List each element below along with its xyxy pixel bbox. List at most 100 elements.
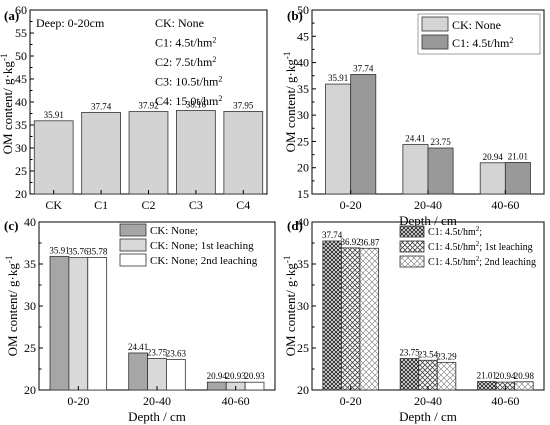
legend-swatch	[119, 238, 147, 252]
bar	[68, 257, 89, 391]
bar	[322, 240, 342, 391]
bar	[427, 147, 454, 195]
legend-swatch	[119, 223, 147, 237]
legend-label: C1: 4.5t/hm2; 1st leaching	[428, 240, 533, 253]
y-axis-label: OM content/ g·kg-1	[0, 54, 15, 155]
y-tick-label: 30	[24, 299, 36, 313]
y-tick-label: 15	[297, 187, 309, 201]
y-tick-label: 25	[297, 134, 309, 148]
bar	[514, 381, 534, 391]
legend-swatch	[399, 225, 425, 238]
x-tick-label: 20-40	[414, 394, 442, 408]
bar	[33, 120, 74, 195]
y-tick-label: 35	[15, 118, 27, 132]
bar-value-label: 35.91	[49, 245, 69, 255]
y-tick-label: 35	[297, 82, 309, 96]
y-tick-label: 20	[15, 187, 27, 201]
y-tick-label: 40	[297, 56, 309, 70]
bar-value-label: 23.75	[399, 348, 420, 358]
bar-value-label: 36.87	[359, 237, 380, 247]
x-tick-label: 40-60	[491, 394, 519, 408]
bar-value-label: 37.92	[138, 101, 158, 111]
y-tick-label: 50	[297, 3, 309, 17]
panel-tag: (d)	[287, 218, 303, 233]
x-tick-label: C2	[141, 198, 155, 212]
bar-value-label: 23.75	[147, 348, 168, 358]
bar	[477, 381, 497, 391]
x-axis-label: Depth / cm	[399, 409, 457, 424]
bar	[49, 255, 70, 391]
bar	[128, 111, 169, 195]
bar-value-label: 21.01	[477, 371, 497, 381]
bar-value-label: 37.74	[353, 63, 374, 73]
x-tick-label: C3	[189, 198, 203, 212]
y-axis-label: OM content/ g·kg-1	[282, 52, 298, 153]
y-tick-label: 35	[24, 257, 36, 271]
y-tick-label: 40	[15, 95, 27, 109]
x-tick-label: CK	[45, 198, 62, 212]
legend-swatch	[399, 240, 425, 253]
x-tick-label: C4	[236, 198, 250, 212]
y-tick-label: 20	[24, 383, 36, 397]
y-tick-label: 25	[15, 164, 27, 178]
bar-value-label: 35.91	[328, 73, 348, 83]
bar-value-label: 37.74	[91, 101, 112, 111]
y-axis-label: OM content/ g·kg-1	[282, 256, 298, 357]
bar	[399, 358, 420, 391]
legend-label: CK: None; 1st leaching	[150, 240, 254, 252]
legend-text: C3: 10.5t/hm2	[155, 74, 222, 89]
bar-value-label: 20.93	[226, 371, 247, 381]
y-tick-label: 25	[24, 341, 36, 355]
legend-text: C1: 4.5t/hm2	[155, 35, 216, 50]
x-tick-label: 0-20	[340, 198, 362, 212]
y-tick-label: 40	[297, 215, 309, 229]
y-tick-label: 30	[297, 299, 309, 313]
legend-swatch	[421, 16, 449, 32]
panel-tag: (c)	[4, 218, 18, 233]
bar	[325, 83, 352, 195]
y-tick-label: 30	[297, 108, 309, 122]
y-tick-label: 50	[15, 49, 27, 63]
bar	[402, 144, 429, 195]
bar	[81, 111, 121, 195]
bar-value-label: 37.95	[233, 100, 254, 110]
bar-value-label: 23.75	[430, 137, 451, 147]
y-tick-label: 20	[297, 383, 309, 397]
bar-value-label: 23.29	[436, 351, 457, 361]
bar-value-label: 38.16	[186, 99, 207, 109]
legend-swatch	[119, 253, 147, 267]
x-axis-label: Depth / cm	[128, 409, 186, 424]
legend-label: C1: 4.5t/hm2; 2nd leaching	[428, 255, 536, 268]
bar-value-label: 23.63	[166, 349, 187, 359]
x-axis-label: Depth / cm	[399, 213, 457, 228]
bar	[166, 359, 186, 391]
bar-value-label: 23.54	[418, 349, 439, 359]
bar-value-label: 35.91	[44, 110, 64, 120]
legend-label: C1: 4.5t/hm2;	[428, 225, 482, 238]
bar	[479, 162, 506, 195]
bar-value-label: 20.93	[244, 371, 265, 381]
x-tick-label: 40-60	[222, 394, 250, 408]
y-tick-label: 45	[297, 29, 309, 43]
bar	[147, 358, 167, 391]
legend-label: CK: None;	[150, 225, 198, 237]
x-tick-label: 20-40	[414, 198, 442, 212]
legend-swatch	[421, 34, 449, 50]
legend-text: C4: 15.0t/hm2	[155, 94, 222, 109]
legend-text: CK: None	[155, 16, 204, 30]
bar-value-label: 37.74	[322, 230, 343, 240]
bar-value-label: 24.41	[128, 342, 148, 352]
bar-value-label: 35.76	[68, 247, 89, 257]
chart-layer: 20 25 30 35 40 45 50 55 60(a) 35.91 CK 37.74 C1 37.92…	[0, 3, 545, 424]
legend-label: CK: None; 2nd leaching	[150, 255, 258, 267]
bar	[244, 381, 265, 391]
depth-annotation: Deep: 0-20cm	[36, 16, 105, 30]
y-tick-label: 20	[297, 161, 309, 175]
bar-value-label: 20.94	[207, 371, 228, 381]
y-tick-label: 45	[15, 72, 27, 86]
bar	[504, 162, 531, 195]
bar-value-label: 35.78	[87, 246, 108, 256]
x-tick-label: 0-20	[67, 394, 89, 408]
bar	[176, 110, 216, 195]
